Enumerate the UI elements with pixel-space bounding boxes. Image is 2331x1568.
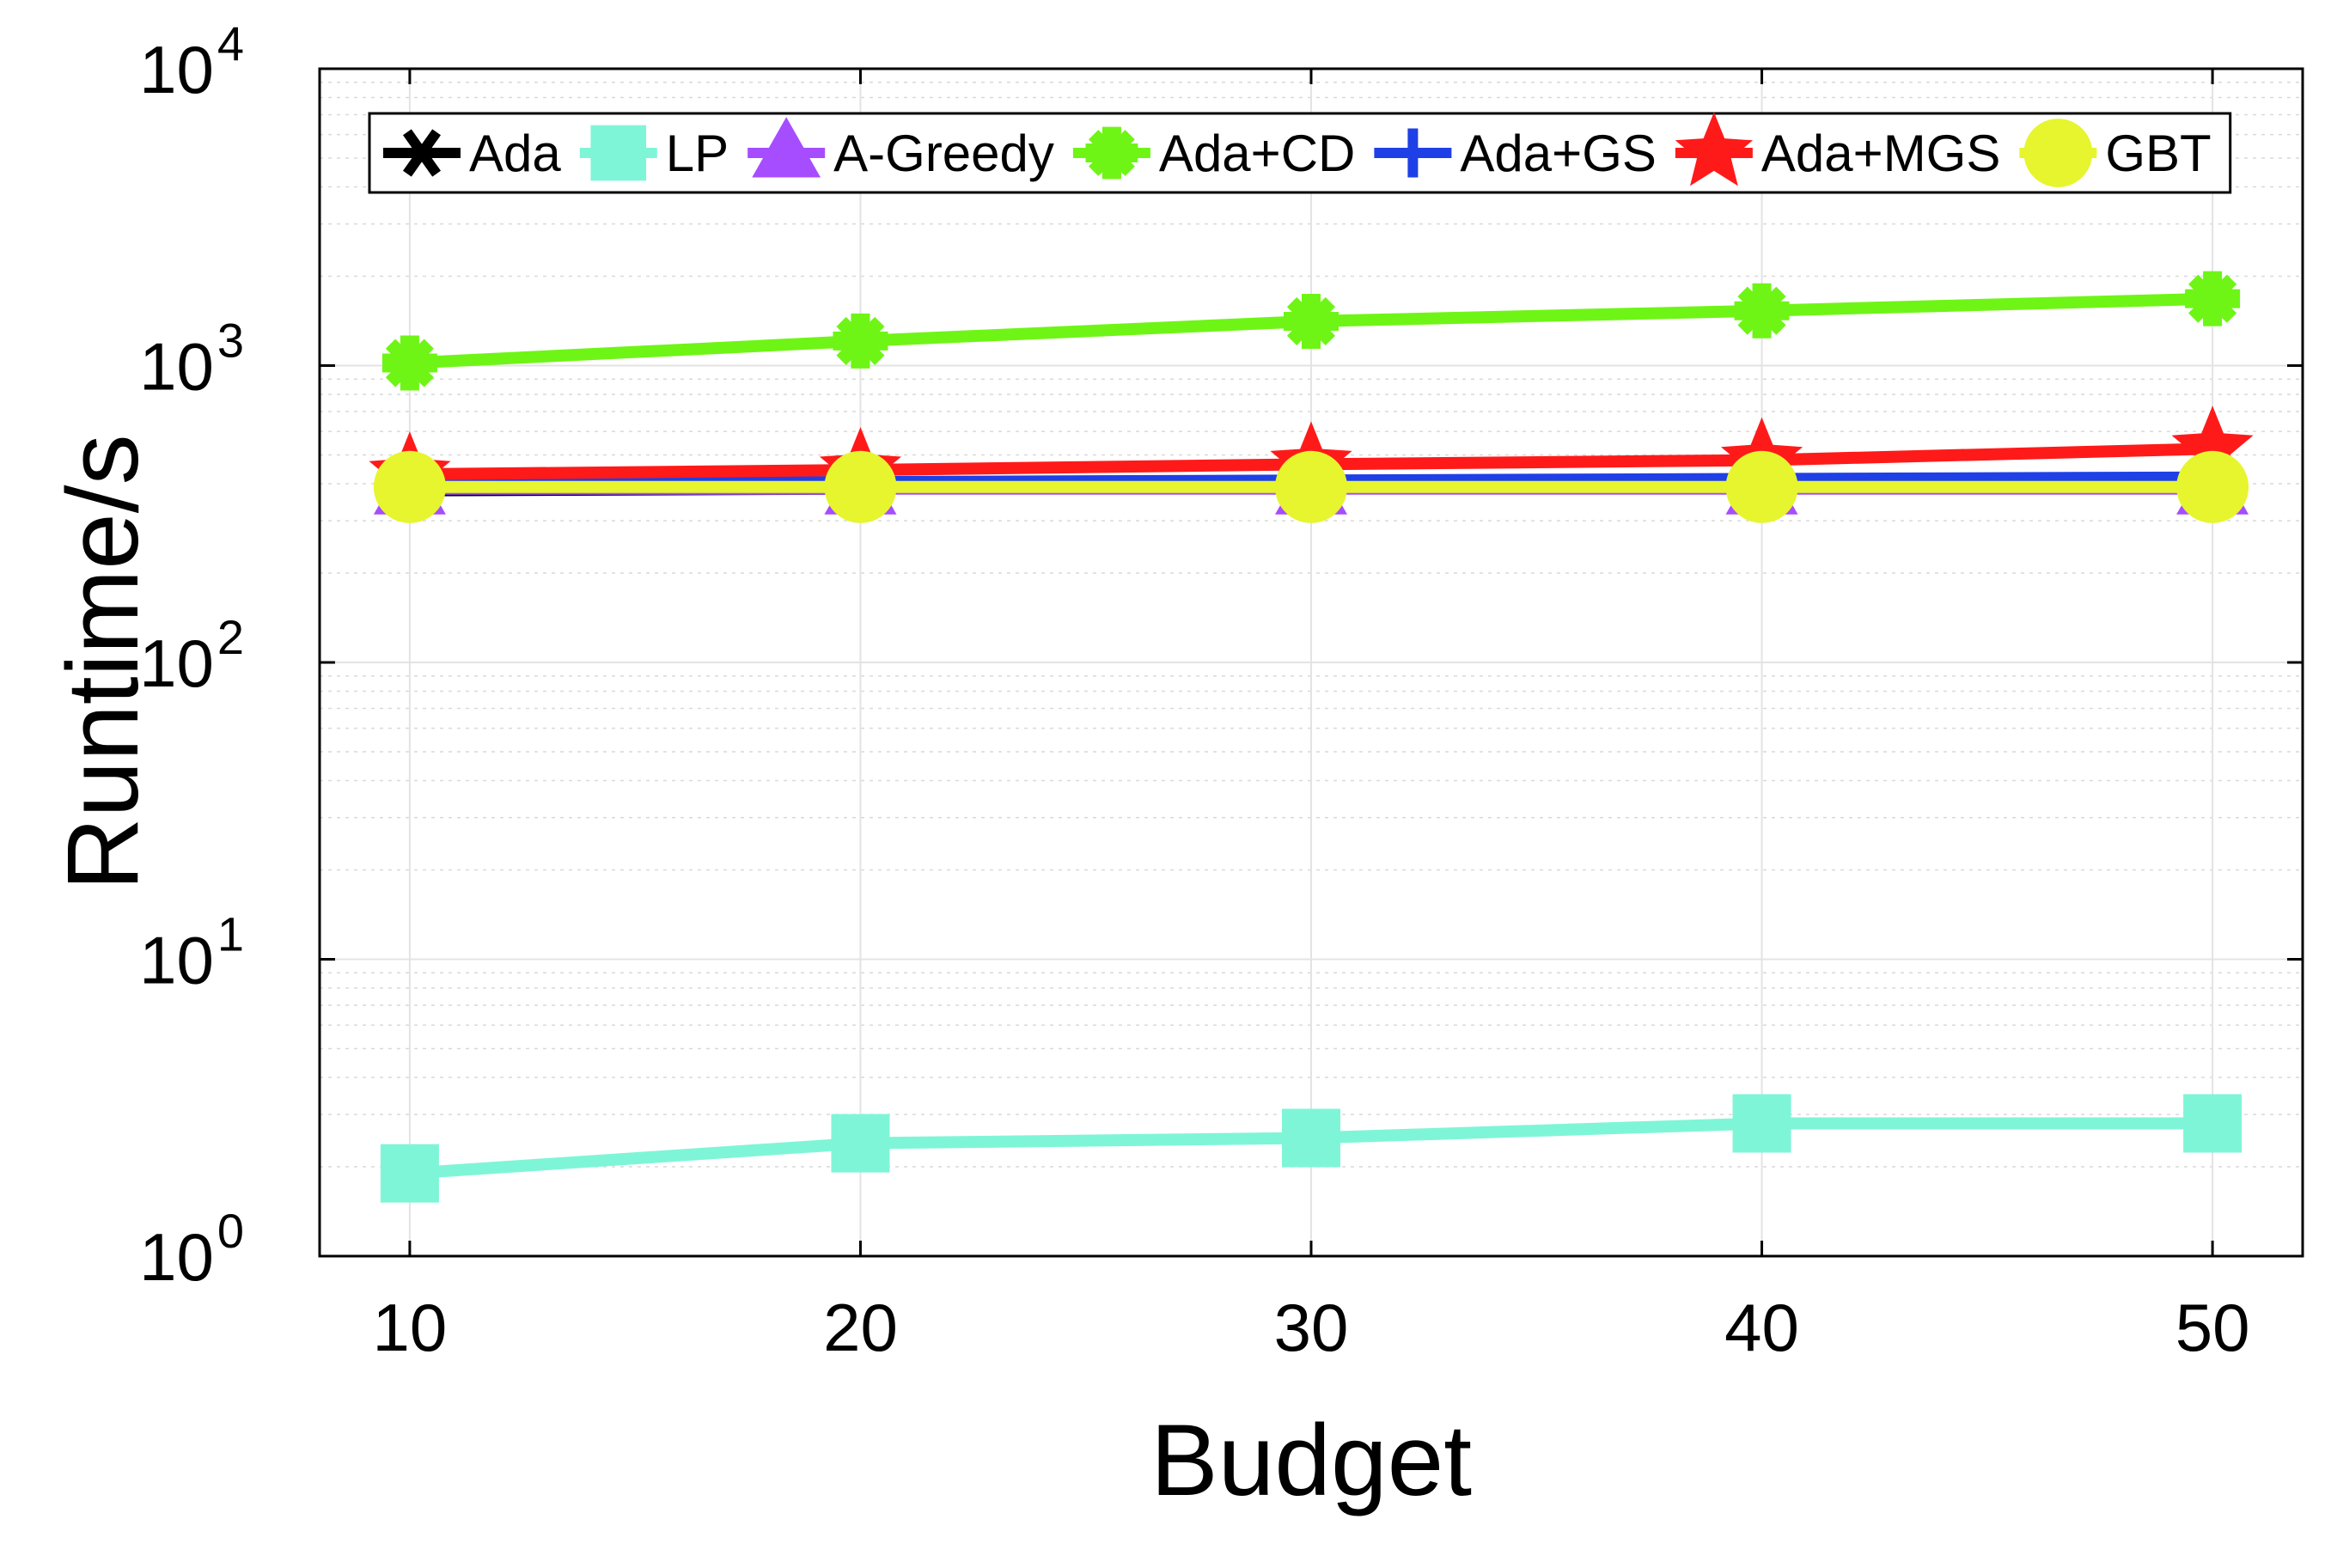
y-tick-exponent: 4	[217, 16, 244, 70]
grid-layer	[320, 68, 2303, 1257]
marker-arm	[1737, 286, 1786, 335]
legend-item-lp: LP	[579, 125, 729, 182]
data-point-lp	[380, 1144, 439, 1203]
series-gbt	[373, 450, 2249, 523]
data-point-ada-cd	[1734, 283, 1790, 339]
x-tick-label: 40	[1724, 1290, 1799, 1365]
data-point-gbt	[2176, 450, 2249, 523]
legend-item-a-greedy: A-Greedy	[748, 117, 1054, 182]
y-tick-exponent: 2	[217, 610, 244, 664]
marker-arm	[1088, 130, 1135, 176]
legend-marker	[397, 129, 447, 177]
y-tick-label: 100	[139, 1204, 244, 1295]
series-ada-cd	[381, 271, 2241, 391]
y-tick-exponent: 1	[217, 907, 244, 961]
data-point-ada-cd	[833, 313, 888, 369]
y-tick-label: 104	[139, 16, 244, 107]
data-point-lp	[2183, 1094, 2243, 1153]
data-point-ada-cd	[381, 335, 437, 391]
legend-label: LP	[666, 125, 729, 182]
legend-label: GBT	[2105, 125, 2211, 182]
legend-item-ada-mgs: Ada+MGS	[1675, 112, 2000, 186]
x-tick-label: 10	[373, 1290, 448, 1365]
legend: Ada LP A-Greedy Ada+CD Ada+GS Ada+MGS GBT	[368, 112, 2232, 194]
data-point-gbt	[1275, 450, 1347, 523]
legend-label: Ada+MGS	[1761, 125, 2000, 182]
series-layer	[369, 271, 2254, 1203]
legend-label: Ada+GS	[1460, 125, 1657, 182]
y-tick-exponent: 0	[217, 1204, 244, 1258]
legend-marker	[1085, 126, 1138, 180]
y-tick-exponent: 3	[217, 314, 244, 368]
legend-marker	[752, 117, 821, 178]
y-tick-label: 101	[139, 907, 244, 998]
data-point-lp	[1732, 1094, 1791, 1153]
x-tick-label: 30	[1274, 1290, 1349, 1365]
data-point-ada-cd	[2185, 271, 2241, 326]
y-tick-label: 103	[139, 314, 244, 405]
legend-item-ada-cd: Ada+CD	[1072, 125, 1355, 182]
legend-label: Ada+CD	[1159, 125, 1355, 182]
y-axis-title: Runtime/s	[46, 434, 160, 890]
marker-arm	[2188, 274, 2237, 323]
legend-label: Ada	[469, 125, 561, 182]
data-point-gbt	[1725, 450, 1798, 523]
data-point-ada-cd	[1284, 293, 1339, 349]
marker-arm	[836, 316, 885, 365]
data-point-lp	[831, 1113, 890, 1173]
legend-marker	[2023, 119, 2093, 187]
x-axis-title: Budget	[1150, 1404, 1472, 1517]
legend-marker	[1675, 112, 1754, 186]
legend-marker	[1388, 128, 1437, 178]
data-point-gbt	[824, 450, 897, 523]
legend-marker	[590, 125, 647, 181]
legend-item-gbt: GBT	[2019, 119, 2212, 187]
x-tick-label: 20	[823, 1290, 898, 1365]
legend-item-ada: Ada	[383, 125, 561, 182]
data-point-gbt	[373, 450, 446, 523]
marker-arm	[385, 339, 434, 387]
data-point-ada-mgs	[2171, 406, 2254, 484]
series-lp	[380, 1094, 2243, 1203]
legend-label: A-Greedy	[833, 125, 1054, 182]
data-point-lp	[1282, 1108, 1340, 1168]
legend-item-ada-gs: Ada+GS	[1374, 125, 1657, 182]
marker-arm	[1286, 296, 1336, 346]
legend-frame	[368, 112, 2232, 194]
x-tick-label: 50	[2175, 1290, 2250, 1365]
